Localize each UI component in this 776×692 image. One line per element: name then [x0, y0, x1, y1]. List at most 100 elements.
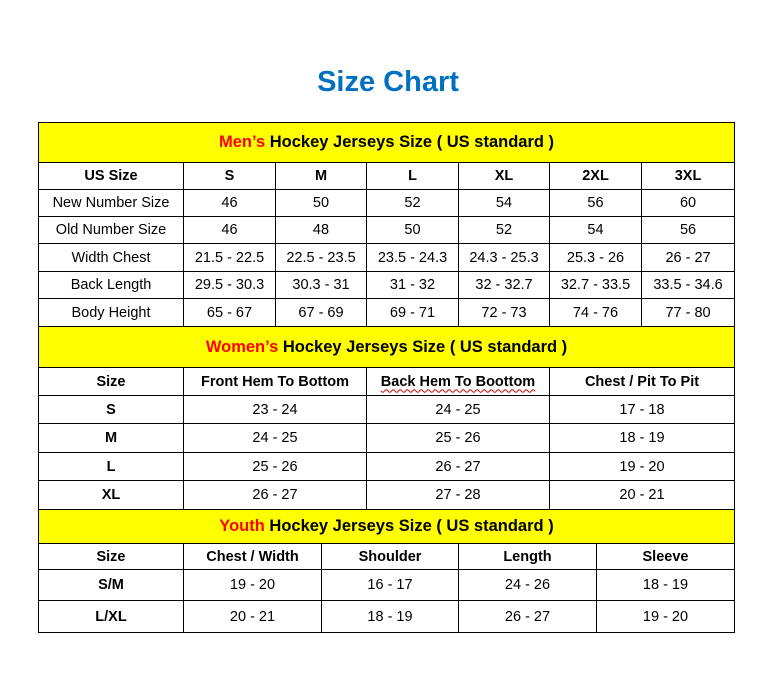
column-header-label: US Size: [84, 168, 138, 184]
column-header-label: Size: [96, 548, 126, 565]
column-header-label: Size: [96, 373, 126, 390]
table-cell: 32 - 32.7: [458, 271, 550, 299]
column-header-label: 2XL: [582, 168, 609, 184]
column-header-label: Chest / Width: [206, 548, 299, 565]
column-header: S: [183, 162, 276, 190]
table-cell: 67 - 69: [275, 298, 367, 327]
table-cell: 50: [366, 216, 459, 244]
table-cell: 20 - 21: [183, 600, 322, 633]
column-header: 3XL: [640, 162, 736, 190]
table-cell: 25 - 26: [183, 452, 367, 481]
column-header: Chest / Width: [183, 543, 322, 570]
table-cell: 33.5 - 34.6: [640, 271, 736, 299]
table-row: S/M 19 - 20 16 - 17 24 - 26 18 - 19: [38, 569, 736, 601]
column-header: Shoulder: [321, 543, 459, 570]
table-row: Width Chest 21.5 - 22.5 22.5 - 23.5 23.5 - …: [38, 243, 736, 272]
heading-highlight: Youth: [219, 517, 265, 535]
table-cell: 54: [458, 189, 550, 217]
column-header: Front Hem To Bottom: [183, 367, 367, 396]
heading-highlight: Men’s: [219, 133, 266, 151]
table-row: New Number Size 46 50 52 54 56 60: [38, 189, 736, 217]
women-size-table: Women’s Hockey Jerseys Size ( US standar…: [37, 326, 736, 510]
row-label: S: [38, 395, 184, 424]
table-cell: 54: [549, 216, 642, 244]
column-header: US Size: [38, 162, 184, 190]
column-header: Size: [38, 543, 184, 570]
column-header-label: S: [224, 168, 235, 184]
column-header: Back Hem To Boottom: [366, 367, 550, 396]
table-cell: 69 - 71: [366, 298, 459, 327]
table-cell: 19 - 20: [595, 600, 736, 633]
table-row: Back Length 29.5 - 30.3 30.3 - 31 31 - 32 32…: [38, 271, 736, 299]
column-header-label: Length: [503, 548, 552, 565]
table-row: M 24 - 25 25 - 26 18 - 19: [38, 423, 736, 453]
row-label: Old Number Size: [38, 216, 184, 244]
table-cell: 56: [549, 189, 642, 217]
row-label: L/XL: [38, 600, 184, 633]
table-cell: 74 - 76: [549, 298, 642, 327]
column-header: Sleeve: [595, 543, 736, 570]
table-cell: 27 - 28: [366, 480, 550, 510]
header-row: Size Chest / Width Shoulder Length Sleeve: [38, 543, 736, 570]
table-cell: 52: [366, 189, 459, 217]
table-row: L 25 - 26 26 - 27 19 - 20: [38, 452, 736, 481]
table-cell: 17 - 18: [548, 395, 736, 424]
column-header-label: Sleeve: [642, 548, 689, 565]
table-cell: 24.3 - 25.3: [458, 243, 550, 272]
table-row: S 23 - 24 24 - 25 17 - 18: [38, 395, 736, 424]
row-label: New Number Size: [38, 189, 184, 217]
youth-section-heading: Youth Hockey Jerseys Size ( US standard …: [37, 509, 736, 544]
table-cell: 23 - 24: [183, 395, 367, 424]
row-label: M: [38, 423, 184, 453]
table-cell: 18 - 19: [595, 569, 736, 601]
row-label: XL: [38, 480, 184, 510]
table-cell: 25 - 26: [366, 423, 550, 453]
youth-size-table: Youth Hockey Jerseys Size ( US standard …: [37, 509, 736, 633]
column-header-label: XL: [494, 168, 514, 184]
column-header-label: 3XL: [674, 168, 702, 184]
table-cell: 23.5 - 24.3: [366, 243, 459, 272]
table-cell: 29.5 - 30.3: [183, 271, 276, 299]
table-cell: 50: [275, 189, 367, 217]
table-cell: 26 - 27: [366, 452, 550, 481]
heading-text: Hockey Jerseys Size ( US standard ): [265, 133, 555, 151]
heading-text: Hockey Jerseys Size ( US standard ): [278, 337, 568, 356]
table-cell: 26 - 27: [183, 480, 367, 510]
column-header-label: Front Hem To Bottom: [201, 373, 349, 390]
column-header: L: [366, 162, 459, 190]
table-cell: 24 - 25: [183, 423, 367, 453]
table-cell: 56: [640, 216, 736, 244]
row-label: L: [38, 452, 184, 481]
column-header-label: Shoulder: [358, 548, 422, 565]
table-cell: 31 - 32: [366, 271, 459, 299]
table-cell: 26 - 27: [458, 600, 597, 633]
table-cell: 52: [458, 216, 550, 244]
table-cell: 19 - 20: [548, 452, 736, 481]
men-size-table: Men’s Hockey Jerseys Size ( US standard …: [37, 122, 736, 327]
column-header: Chest / Pit To Pit: [548, 367, 736, 396]
table-cell: 20 - 21: [548, 480, 736, 510]
table-cell: 72 - 73: [458, 298, 550, 327]
heading-highlight: Women’s: [205, 337, 279, 356]
table-cell: 22.5 - 23.5: [275, 243, 367, 272]
table-cell: 25.3 - 26: [549, 243, 642, 272]
table-row: Body Height 65 - 67 67 - 69 69 - 71 72 - 73 7…: [38, 298, 736, 327]
table-cell: 65 - 67: [183, 298, 276, 327]
column-header-label: L: [408, 168, 417, 184]
table-cell: 60: [640, 189, 736, 217]
row-label: Body Height: [38, 298, 184, 327]
column-header: XL: [458, 162, 550, 190]
women-section-heading: Women’s Hockey Jerseys Size ( US standar…: [37, 326, 736, 368]
table-cell: 24 - 25: [366, 395, 550, 424]
table-cell: 21.5 - 22.5: [183, 243, 276, 272]
row-label: Width Chest: [38, 243, 184, 272]
header-row: US Size S M L XL 2XL 3XL: [38, 162, 736, 190]
column-header-label: Back Hem To Boottom: [380, 373, 536, 390]
column-header: Size: [38, 367, 184, 396]
table-row: XL 26 - 27 27 - 28 20 - 21: [38, 480, 736, 510]
table-cell: 46: [183, 216, 276, 244]
table-cell: 30.3 - 31: [275, 271, 367, 299]
column-header: M: [275, 162, 367, 190]
column-header-label: M: [314, 168, 328, 184]
table-cell: 32.7 - 33.5: [549, 271, 642, 299]
